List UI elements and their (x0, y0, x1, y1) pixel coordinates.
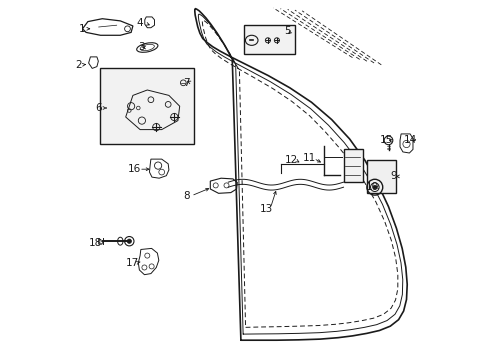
Text: 11: 11 (302, 153, 315, 163)
Text: 18: 18 (88, 238, 102, 248)
Text: 4: 4 (137, 18, 143, 28)
Bar (366, 160, 395, 193)
Text: 14: 14 (403, 135, 416, 145)
Bar (343, 149, 363, 182)
Text: 10: 10 (365, 182, 378, 192)
Bar (101, 68, 194, 144)
Text: 5: 5 (284, 26, 290, 36)
Text: 8: 8 (183, 191, 190, 201)
Text: 16: 16 (128, 164, 141, 174)
Text: 15: 15 (379, 135, 392, 145)
Text: 1: 1 (78, 24, 85, 34)
Text: 2: 2 (75, 60, 81, 70)
Text: 7: 7 (183, 78, 190, 88)
Circle shape (372, 185, 376, 189)
Text: 6: 6 (95, 103, 102, 113)
Text: 17: 17 (126, 258, 139, 268)
Text: 9: 9 (390, 171, 396, 181)
Text: 12: 12 (284, 155, 297, 165)
Bar (244, 25, 294, 54)
Text: 3: 3 (138, 42, 145, 52)
Text: 13: 13 (259, 204, 272, 214)
Circle shape (127, 239, 131, 243)
